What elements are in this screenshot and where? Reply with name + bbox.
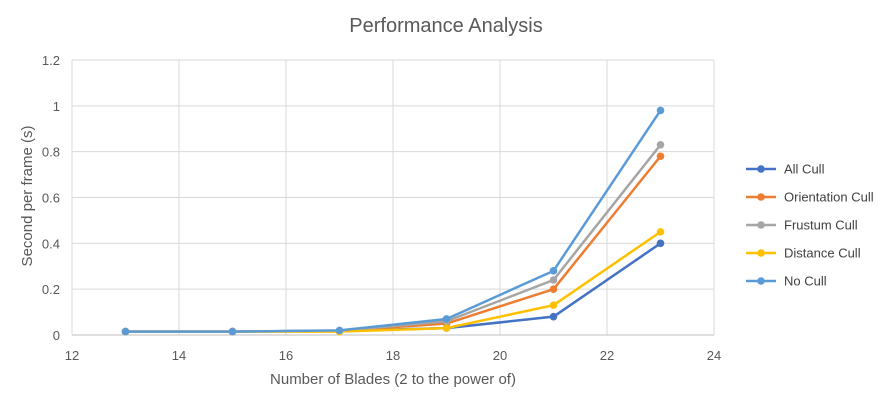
plot-area [121,106,665,336]
x-tick-label: 14 [172,348,186,363]
data-point [442,324,451,332]
data-point [442,315,451,323]
legend-item: Frustum Cull [746,218,858,233]
legend-marker [757,277,765,285]
data-point [656,228,665,236]
y-tick-label: 1 [53,99,60,114]
y-tick-label: 0 [53,328,60,343]
data-point [549,285,558,293]
y-tick-label: 0.4 [42,236,60,251]
axes: 12 14 16 18 20 22 24 0 0.2 0.4 0.6 0.8 1 1.2 [42,53,721,363]
x-tick-label: 12 [65,348,79,363]
x-tick-label: 20 [493,348,507,363]
data-point [656,140,665,149]
legend-item: No Cull [746,274,827,289]
x-tick-label: 22 [600,348,614,363]
legend-label: Orientation Cull [784,190,874,205]
data-point [228,327,237,336]
chart-title: Performance Analysis [349,15,542,37]
y-tick-label: 0.8 [42,145,60,160]
legend-label: Frustum Cull [784,218,858,233]
series-no-cull [121,106,665,336]
y-axis-title: Second per frame (s) [19,126,36,267]
y-tick-label: 0.2 [42,282,60,297]
x-tick-label: 18 [386,348,400,363]
y-tick-label: 0.6 [42,191,60,206]
x-tick-label: 24 [707,348,721,363]
data-point [335,326,344,335]
data-point [656,239,665,248]
legend-label: All Cull [784,162,825,177]
legend-item: Distance Cull [746,246,861,261]
legend-item: Orientation Cull [746,190,874,205]
data-point [549,301,558,310]
x-tick-label: 16 [279,348,293,363]
data-point [656,106,665,115]
data-point [656,152,665,161]
data-point [549,267,558,275]
series-line [124,109,662,333]
gridlines [71,59,715,336]
y-tick-label: 1.2 [42,53,60,68]
legend-marker [757,249,765,257]
data-point [549,312,558,321]
legend-label: No Cull [784,274,827,289]
legend-marker [757,221,765,229]
legend-label: Distance Cull [784,246,861,261]
data-point [549,276,558,284]
legend: All Cull Orientation Cull Frustum Cull Dist… [746,162,874,289]
legend-item: All Cull [746,162,825,177]
legend-marker [757,193,765,201]
x-axis-title: Number of Blades (2 to the power of) [270,371,516,388]
data-point [121,327,130,336]
legend-marker [757,165,765,173]
